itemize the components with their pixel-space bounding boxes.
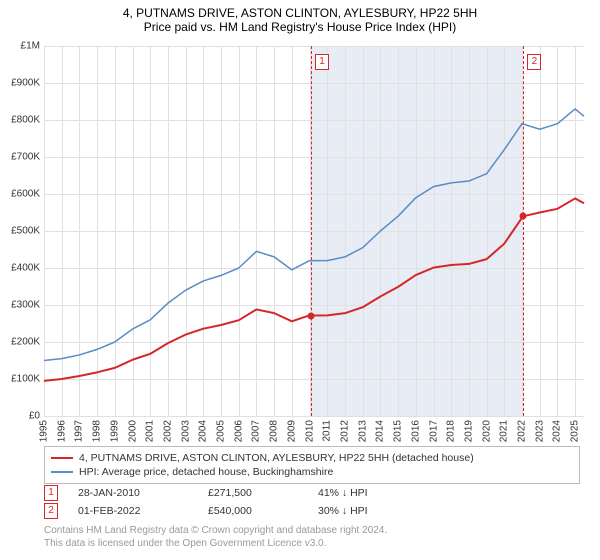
x-axis-label: 1995	[39, 420, 50, 442]
x-axis-label: 2025	[570, 420, 581, 442]
footnote-line: Contains HM Land Registry data © Crown c…	[44, 524, 387, 537]
x-axis-label: 2019	[463, 420, 474, 442]
x-axis-label: 1999	[109, 420, 120, 442]
y-axis-label: £1M	[0, 41, 40, 52]
x-axis-label: 2018	[446, 420, 457, 442]
y-axis-label: £300K	[0, 300, 40, 311]
y-axis-label: £400K	[0, 263, 40, 274]
y-axis-label: £0	[0, 411, 40, 422]
sales-table: 1 28-JAN-2010£271,50041% ↓ HPI 2 01-FEB-202…	[44, 484, 438, 520]
x-axis-label: 2001	[145, 420, 156, 442]
y-axis-label: £800K	[0, 115, 40, 126]
y-axis-label: £500K	[0, 226, 40, 237]
x-axis-label: 2006	[233, 420, 244, 442]
x-axis-label: 2003	[180, 420, 191, 442]
row-pct: 41% ↓ HPI	[318, 487, 438, 499]
x-axis-label: 2017	[428, 420, 439, 442]
x-axis-label: 1997	[74, 420, 85, 442]
chart-plot-area: £0£100K£200K£300K£400K£500K£600K£700K£80…	[44, 46, 584, 416]
x-axis-label: 2005	[216, 420, 227, 442]
row-date: 01-FEB-2022	[78, 505, 208, 517]
x-axis-label: 2022	[517, 420, 528, 442]
x-axis-label: 2007	[251, 420, 262, 442]
table-row: 2 01-FEB-2022£540,00030% ↓ HPI	[44, 502, 438, 520]
x-axis-label: 2020	[481, 420, 492, 442]
x-axis-label: 2002	[162, 420, 173, 442]
x-axis-label: 2008	[269, 420, 280, 442]
y-axis-label: £100K	[0, 374, 40, 385]
table-row: 1 28-JAN-2010£271,50041% ↓ HPI	[44, 484, 438, 502]
footnote-line: This data is licensed under the Open Gov…	[44, 537, 387, 550]
legend-label: 4, PUTNAMS DRIVE, ASTON CLINTON, AYLESBU…	[79, 452, 474, 464]
x-axis-label: 2023	[534, 420, 545, 442]
x-axis-label: 1996	[56, 420, 67, 442]
x-axis-label: 2013	[357, 420, 368, 442]
x-axis-label: 2016	[410, 420, 421, 442]
y-axis-label: £200K	[0, 337, 40, 348]
chart-lines	[44, 46, 584, 416]
x-axis-label: 2011	[322, 420, 333, 442]
legend: 4, PUTNAMS DRIVE, ASTON CLINTON, AYLESBU…	[44, 446, 580, 484]
row-marker: 2	[44, 503, 58, 519]
x-axis-label: 2009	[286, 420, 297, 442]
chart-title: 4, PUTNAMS DRIVE, ASTON CLINTON, AYLESBU…	[0, 0, 600, 20]
row-marker: 1	[44, 485, 58, 501]
x-axis-label: 2021	[499, 420, 510, 442]
row-price: £271,500	[208, 487, 318, 499]
x-axis-label: 2014	[375, 420, 386, 442]
chart-container: 4, PUTNAMS DRIVE, ASTON CLINTON, AYLESBU…	[0, 0, 600, 560]
y-axis-label: £600K	[0, 189, 40, 200]
legend-item: 4, PUTNAMS DRIVE, ASTON CLINTON, AYLESBU…	[51, 451, 573, 465]
x-axis-label: 1998	[92, 420, 103, 442]
x-axis-label: 2015	[393, 420, 404, 442]
x-axis-label: 2000	[127, 420, 138, 442]
y-axis-label: £700K	[0, 152, 40, 163]
x-axis-label: 2010	[304, 420, 315, 442]
x-axis-label: 2004	[198, 420, 209, 442]
x-axis-label: 2024	[552, 420, 563, 442]
row-pct: 30% ↓ HPI	[318, 505, 438, 517]
legend-item: HPI: Average price, detached house, Buck…	[51, 465, 573, 479]
chart-subtitle: Price paid vs. HM Land Registry's House …	[0, 20, 600, 38]
footnote: Contains HM Land Registry data © Crown c…	[44, 524, 387, 550]
row-date: 28-JAN-2010	[78, 487, 208, 499]
legend-label: HPI: Average price, detached house, Buck…	[79, 466, 333, 478]
y-axis-label: £900K	[0, 78, 40, 89]
x-axis-label: 2012	[339, 420, 350, 442]
row-price: £540,000	[208, 505, 318, 517]
